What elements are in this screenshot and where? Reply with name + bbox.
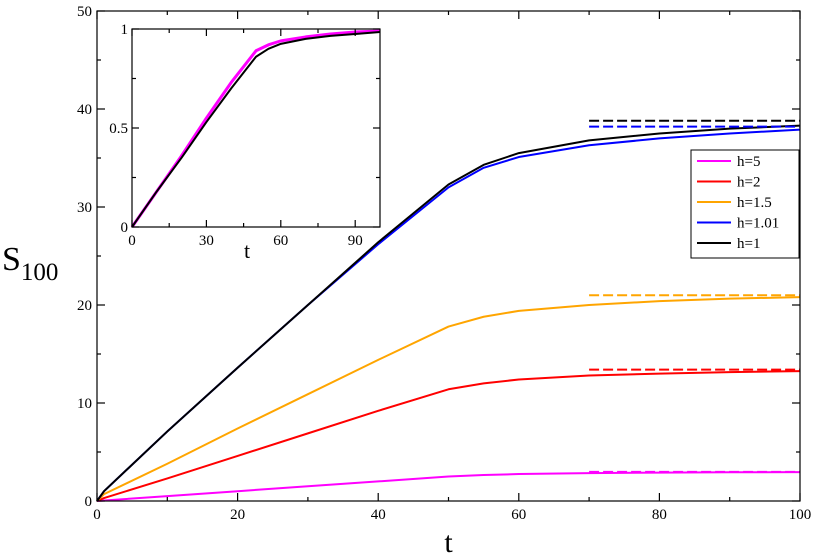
inset-series-line-h-1 [131, 30, 381, 228]
inset-x-tick-label: 30 [199, 233, 214, 249]
x-tick-label: 20 [230, 507, 245, 523]
inset-y-tick-label: 0.5 [109, 121, 128, 137]
inset-y-tick-label: 0 [121, 220, 129, 236]
x-tick-label: 60 [511, 507, 526, 523]
x-tick-label: 0 [93, 507, 101, 523]
legend: h=5 h=2 h=1.5 h=1.01 h=1 [690, 149, 800, 259]
main-y-axis-title-subscript: 100 [21, 259, 59, 286]
inset-x-tick-label: 0 [128, 233, 136, 249]
series-line-h-1 [96, 124, 801, 502]
series-line-h-1-5 [96, 296, 801, 502]
main-asymptote-lines [589, 119, 800, 473]
legend-label-h-1-01: h=1.01 [737, 216, 779, 232]
main-y-axis-title-main: S [2, 241, 21, 278]
inset-x-tick-label: 90 [348, 233, 363, 249]
main-series-lines [96, 124, 801, 502]
inset-x-tick-label: 60 [273, 233, 288, 249]
legend-label-h-5: h=5 [737, 154, 760, 170]
legend-box [690, 149, 800, 259]
x-tick-label: 80 [652, 507, 667, 523]
inset-plot-area [132, 29, 380, 227]
x-tick-label: 100 [789, 507, 812, 523]
legend-label-h-1-5: h=1.5 [737, 195, 772, 211]
main-x-axis-title: t [444, 526, 453, 554]
inset-series-lines [130, 29, 381, 228]
y-tick-label: 0 [85, 494, 93, 510]
inset-y-tick-label: 1 [121, 22, 129, 38]
inset-axis-ticks: 0 30 60 90 0 0.5 1 [109, 22, 380, 249]
y-tick-label: 40 [77, 102, 92, 118]
series-line-h-2 [96, 370, 801, 502]
y-tick-label: 50 [77, 4, 92, 20]
legend-label-h-1: h=1 [737, 236, 760, 252]
main-y-axis-title: S100 [2, 241, 58, 286]
legend-label-h-2: h=2 [737, 175, 760, 191]
y-tick-label: 20 [77, 298, 92, 314]
y-tick-label: 10 [77, 396, 92, 412]
series-line-h-5 [96, 471, 801, 502]
y-tick-label: 30 [77, 200, 92, 216]
inset-x-axis-title: t [244, 238, 250, 263]
x-tick-label: 40 [371, 507, 386, 523]
